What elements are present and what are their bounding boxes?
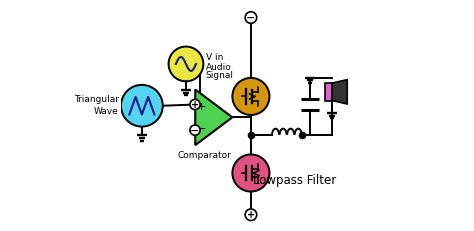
Circle shape: [232, 155, 270, 192]
Circle shape: [232, 79, 270, 116]
Circle shape: [245, 13, 257, 24]
FancyBboxPatch shape: [325, 84, 332, 101]
Text: −: −: [191, 125, 200, 135]
Circle shape: [169, 47, 203, 82]
Polygon shape: [332, 80, 347, 104]
Text: +: +: [247, 209, 255, 219]
Circle shape: [190, 125, 200, 136]
Circle shape: [121, 85, 163, 127]
Text: +: +: [196, 102, 206, 112]
Text: V in: V in: [206, 53, 223, 62]
Polygon shape: [195, 90, 232, 146]
Text: Lowpass Filter: Lowpass Filter: [254, 174, 337, 187]
Circle shape: [245, 209, 257, 221]
Text: −: −: [196, 122, 206, 135]
Text: Triangular: Triangular: [73, 95, 118, 104]
Circle shape: [190, 100, 200, 110]
Text: −: −: [246, 13, 255, 23]
Text: Wave: Wave: [94, 106, 118, 115]
Text: Comparator: Comparator: [178, 150, 231, 159]
Text: +: +: [191, 100, 199, 109]
Text: Signal: Signal: [206, 71, 234, 79]
Text: Audio: Audio: [206, 63, 231, 71]
